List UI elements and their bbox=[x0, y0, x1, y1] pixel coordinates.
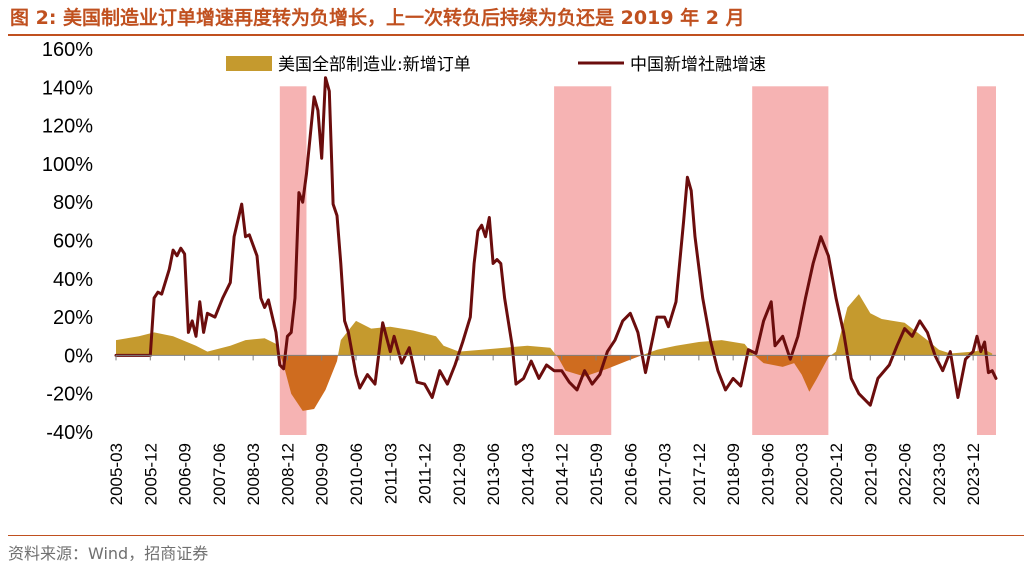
area-series bbox=[116, 294, 993, 411]
x-tick-label: 2014-03 bbox=[518, 443, 537, 505]
x-tick-label: 2018-09 bbox=[724, 443, 743, 505]
y-axis: 160% 140% 120% 100% 80% 60% 40% 20% 0% -20% -40% bbox=[42, 39, 93, 444]
y-tick-label: 20% bbox=[53, 307, 93, 329]
x-tick-label: 2006-09 bbox=[176, 443, 195, 505]
x-axis: 2005-03 2005-12 2006-09 2007-06 2008-03 2008-… bbox=[107, 354, 996, 505]
legend-area-label: 美国全部制造业:新增订单 bbox=[278, 55, 471, 75]
shaded-period-3 bbox=[752, 86, 829, 436]
x-tick-label: 2007-06 bbox=[210, 443, 229, 505]
x-tick-label: 2011-12 bbox=[416, 443, 435, 504]
area-positive bbox=[116, 294, 993, 356]
x-tick-label: 2011-03 bbox=[381, 443, 400, 504]
line-series bbox=[114, 76, 998, 407]
y-tick-label: 0% bbox=[64, 345, 93, 367]
x-tick-label: 2010-06 bbox=[347, 443, 366, 505]
x-tick-label: 2008-12 bbox=[278, 443, 297, 505]
x-tick-label: 2017-12 bbox=[690, 443, 709, 505]
shaded-period-2 bbox=[554, 86, 612, 436]
legend-line-label: 中国新增社融增速 bbox=[630, 55, 766, 75]
x-tick-label: 2014-12 bbox=[553, 443, 572, 505]
y-tick-label: 100% bbox=[42, 154, 93, 176]
x-tick-label: 2009-09 bbox=[313, 443, 332, 505]
x-tick-label: 2023-12 bbox=[964, 443, 983, 505]
x-tick-label: 2023-03 bbox=[930, 443, 949, 505]
y-tick-label: 40% bbox=[53, 269, 93, 291]
line-path bbox=[114, 76, 998, 407]
x-tick-label: 2020-12 bbox=[827, 443, 846, 505]
shaded-period-4 bbox=[976, 86, 996, 436]
source-rule bbox=[8, 535, 1024, 536]
figure-title: 图 2: 美国制造业订单增速再度转为负增长，上一次转负后持续为负还是 2019 … bbox=[10, 7, 745, 29]
x-tick-label: 2022-06 bbox=[896, 443, 915, 505]
y-tick-label: 140% bbox=[42, 77, 93, 99]
y-tick-label: -40% bbox=[46, 422, 93, 444]
title-rule bbox=[8, 34, 1024, 36]
legend: 美国全部制造业:新增订单 中国新增社融增速 bbox=[226, 55, 766, 75]
x-tick-label: 2016-06 bbox=[621, 443, 640, 505]
y-tick-label: -20% bbox=[46, 384, 93, 406]
y-tick-label: 80% bbox=[53, 192, 93, 214]
x-tick-label: 2015-09 bbox=[587, 443, 606, 505]
x-tick-label: 2013-06 bbox=[484, 443, 503, 505]
y-tick-label: 60% bbox=[53, 231, 93, 253]
y-tick-label: 160% bbox=[42, 39, 93, 61]
y-tick-label: 120% bbox=[42, 116, 93, 138]
x-tick-label: 2008-03 bbox=[244, 443, 263, 505]
area-negative bbox=[116, 355, 993, 411]
x-tick-label: 2019-06 bbox=[758, 443, 777, 505]
x-tick-label: 2017-03 bbox=[656, 443, 675, 505]
shaded-periods bbox=[279, 86, 996, 436]
x-tick-label: 2012-09 bbox=[450, 443, 469, 505]
x-tick-label: 2005-12 bbox=[141, 443, 160, 505]
legend-area-swatch bbox=[226, 56, 272, 71]
source-note: 资料来源：Wind，招商证券 bbox=[8, 544, 209, 563]
x-tick-label: 2005-03 bbox=[107, 443, 126, 505]
x-tick-label: 2021-09 bbox=[861, 443, 880, 505]
x-tick-label: 2020-03 bbox=[793, 443, 812, 505]
